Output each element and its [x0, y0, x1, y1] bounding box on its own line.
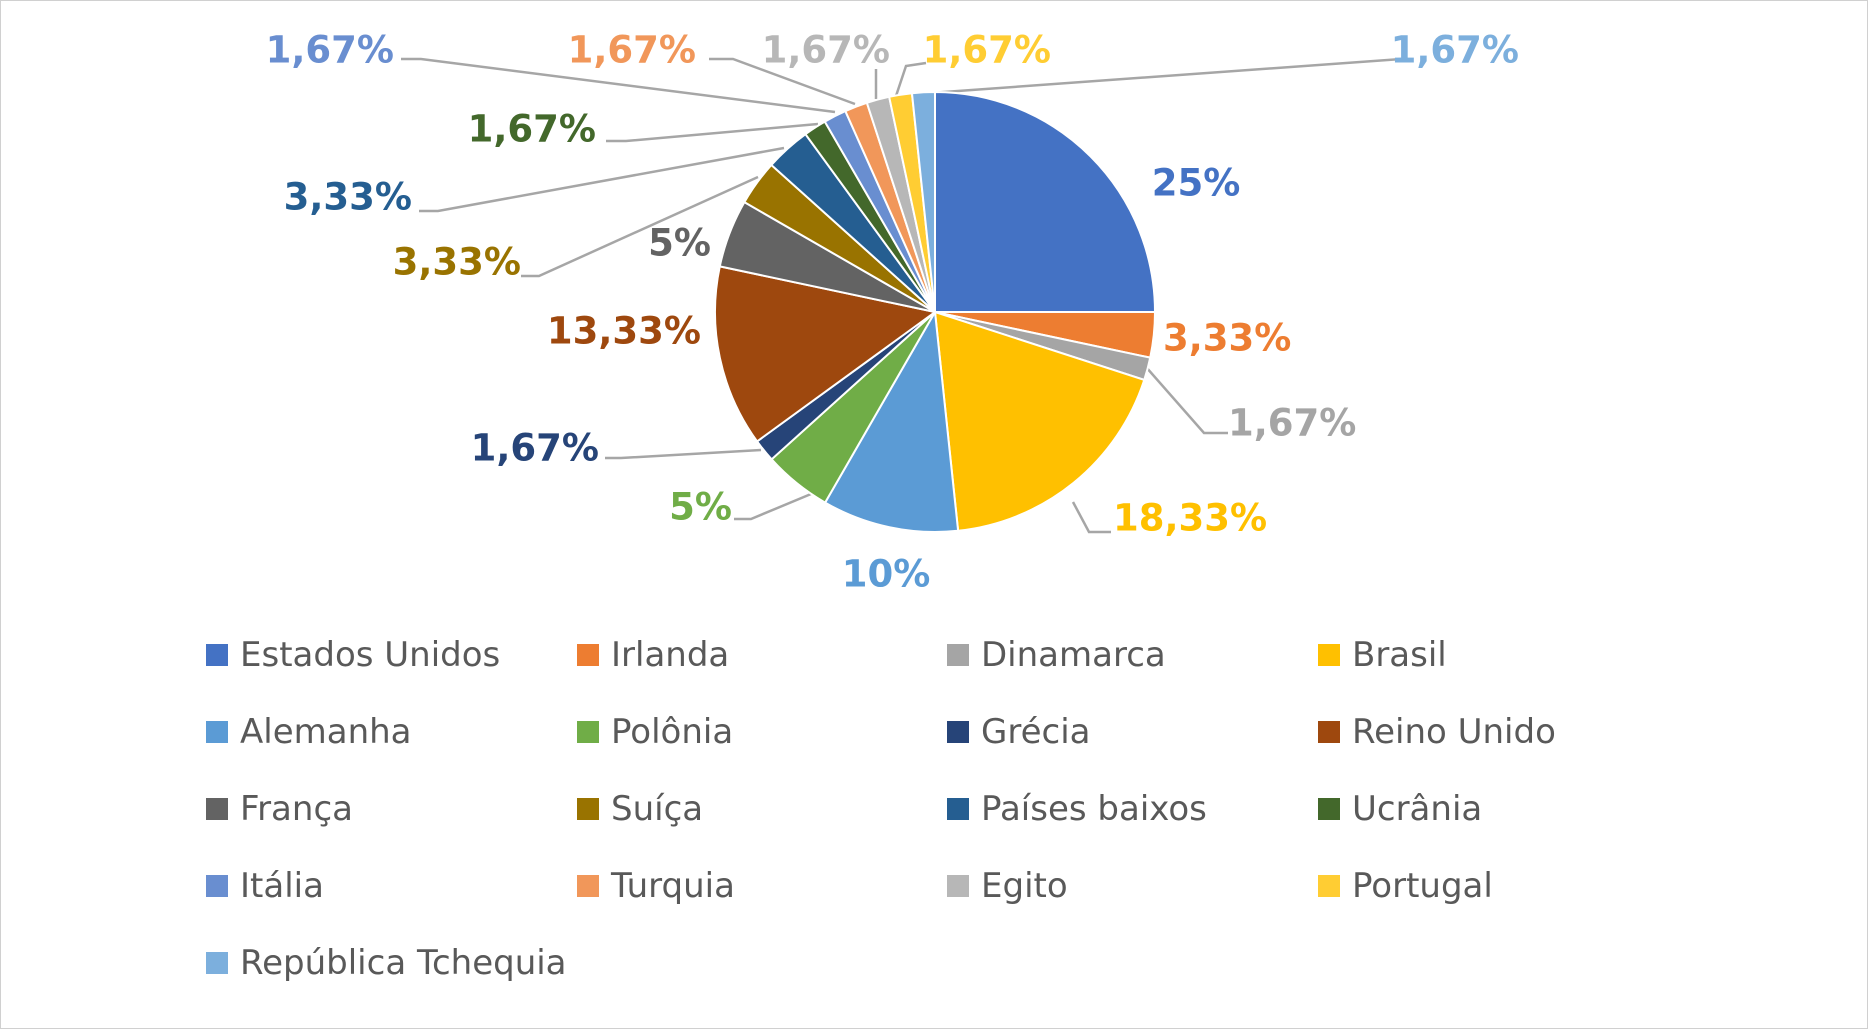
- legend-swatch: [577, 721, 599, 743]
- legend-swatch: [947, 644, 969, 666]
- legend-item-dinamarca: Dinamarca: [947, 633, 1166, 677]
- legend-item-ucrania: Ucrânia: [1318, 787, 1482, 831]
- leader-line-italia: [401, 57, 836, 114]
- data-label-alemanha: 10%: [842, 553, 931, 596]
- legend-swatch: [577, 798, 599, 820]
- pie-slice-republica-tchequia: [910, 90, 936, 313]
- pie-slice-estados-unidos: [934, 90, 1157, 314]
- legend-item-alemanha: Alemanha: [206, 710, 412, 754]
- data-label-egito: 1,67%: [762, 29, 890, 72]
- legend-label: Polônia: [611, 712, 734, 752]
- legend-swatch: [947, 798, 969, 820]
- leader-line-republica-tchequia: [915, 57, 1402, 96]
- leader-line-portugal: [894, 61, 927, 97]
- leader-line-suica: [521, 175, 759, 278]
- legend-swatch: [577, 875, 599, 897]
- legend-item-brasil: Brasil: [1318, 633, 1447, 677]
- legend-swatch: [1318, 644, 1340, 666]
- legend-item-reino-unido: Reino Unido: [1318, 710, 1556, 754]
- pie-slice-reino-unido: [714, 265, 938, 443]
- legend-item-irlanda: Irlanda: [577, 633, 729, 677]
- leader-line-brasil: [1071, 501, 1111, 534]
- data-label-grecia: 1,67%: [471, 427, 599, 470]
- data-label-dinamarca: 1,67%: [1228, 402, 1356, 445]
- data-label-ucrania: 1,67%: [468, 108, 596, 151]
- data-label-brasil: 18,33%: [1113, 497, 1267, 540]
- data-label-turquia: 1,67%: [568, 29, 696, 72]
- legend-item-egito: Egito: [947, 864, 1068, 908]
- legend-label: Grécia: [981, 712, 1091, 752]
- legend-item-polonia: Polônia: [577, 710, 733, 754]
- legend-swatch: [947, 721, 969, 743]
- pie-slice-brasil: [933, 310, 1146, 532]
- data-label-republica-tchequia: 1,67%: [1391, 29, 1519, 72]
- legend-label: Ucrânia: [1352, 789, 1483, 829]
- legend-label: Turquia: [611, 866, 735, 906]
- legend-label: Portugal: [1352, 866, 1493, 906]
- data-label-paises-baixos: 3,33%: [284, 176, 412, 219]
- leader-line-turquia: [709, 57, 856, 106]
- legend-label: Dinamarca: [981, 635, 1166, 675]
- legend-swatch: [947, 875, 969, 897]
- legend-item-suica: Suíça: [577, 787, 703, 831]
- legend-item-franca: França: [206, 787, 353, 831]
- legend-swatch: [206, 798, 228, 820]
- legend-label: Reino Unido: [1352, 712, 1556, 752]
- pie-slices: [714, 90, 1157, 533]
- legend-label: Suíça: [611, 789, 704, 829]
- data-label-estados-unidos: 25%: [1152, 162, 1241, 205]
- data-label-polonia: 5%: [669, 486, 732, 529]
- legend-label: Estados Unidos: [240, 635, 501, 675]
- legend-label: Egito: [981, 866, 1068, 906]
- legend-swatch: [1318, 721, 1340, 743]
- legend-swatch: [1318, 798, 1340, 820]
- data-label-reino-unido: 13,33%: [547, 310, 701, 353]
- data-label-irlanda: 3,33%: [1163, 317, 1291, 360]
- legend-item-republica-tchequia: República Tchequia: [206, 941, 567, 985]
- legend-label: Itália: [240, 866, 324, 906]
- legend-item-estados-unidos: Estados Unidos: [206, 633, 500, 677]
- legend-label: Países baixos: [981, 789, 1207, 829]
- legend-swatch: [206, 644, 228, 666]
- legend-label: Alemanha: [240, 712, 412, 752]
- legend-swatch: [577, 644, 599, 666]
- leader-lines: [401, 57, 1402, 534]
- legend-swatch: [206, 952, 228, 974]
- leader-line-ucrania: [606, 122, 819, 143]
- data-labels: 25% 3,33% 1,67% 18,33% 10% 5% 1,67% 13,33% 5% 3,3…: [266, 29, 1519, 596]
- leader-line-paises-baixos: [419, 146, 785, 213]
- data-label-suica: 3,33%: [393, 241, 521, 284]
- legend-label: Irlanda: [611, 635, 730, 675]
- legend-label: França: [240, 789, 353, 829]
- legend-item-turquia: Turquia: [577, 864, 735, 908]
- pie-slice-alemanha: [823, 308, 960, 533]
- legend-item-paises-baixos: Países baixos: [947, 787, 1207, 831]
- leader-line-dinamarca: [1145, 366, 1228, 435]
- legend-swatch: [206, 875, 228, 897]
- legend-swatch: [206, 721, 228, 743]
- legend-swatch: [1318, 875, 1340, 897]
- leader-line-polonia: [734, 487, 824, 521]
- data-label-portugal: 1,67%: [923, 29, 1051, 72]
- leader-line-grecia: [605, 448, 762, 460]
- legend-item-grecia: Grécia: [947, 710, 1090, 754]
- data-label-italia: 1,67%: [266, 29, 394, 72]
- legend: Estados Unidos Irlanda Dinamarca Brasil Alem…: [206, 633, 1706, 1023]
- legend-label: Brasil: [1352, 635, 1447, 675]
- legend-item-portugal: Portugal: [1318, 864, 1493, 908]
- legend-label: República Tchequia: [240, 943, 567, 983]
- data-label-franca: 5%: [648, 222, 711, 265]
- legend-item-italia: Itália: [206, 864, 324, 908]
